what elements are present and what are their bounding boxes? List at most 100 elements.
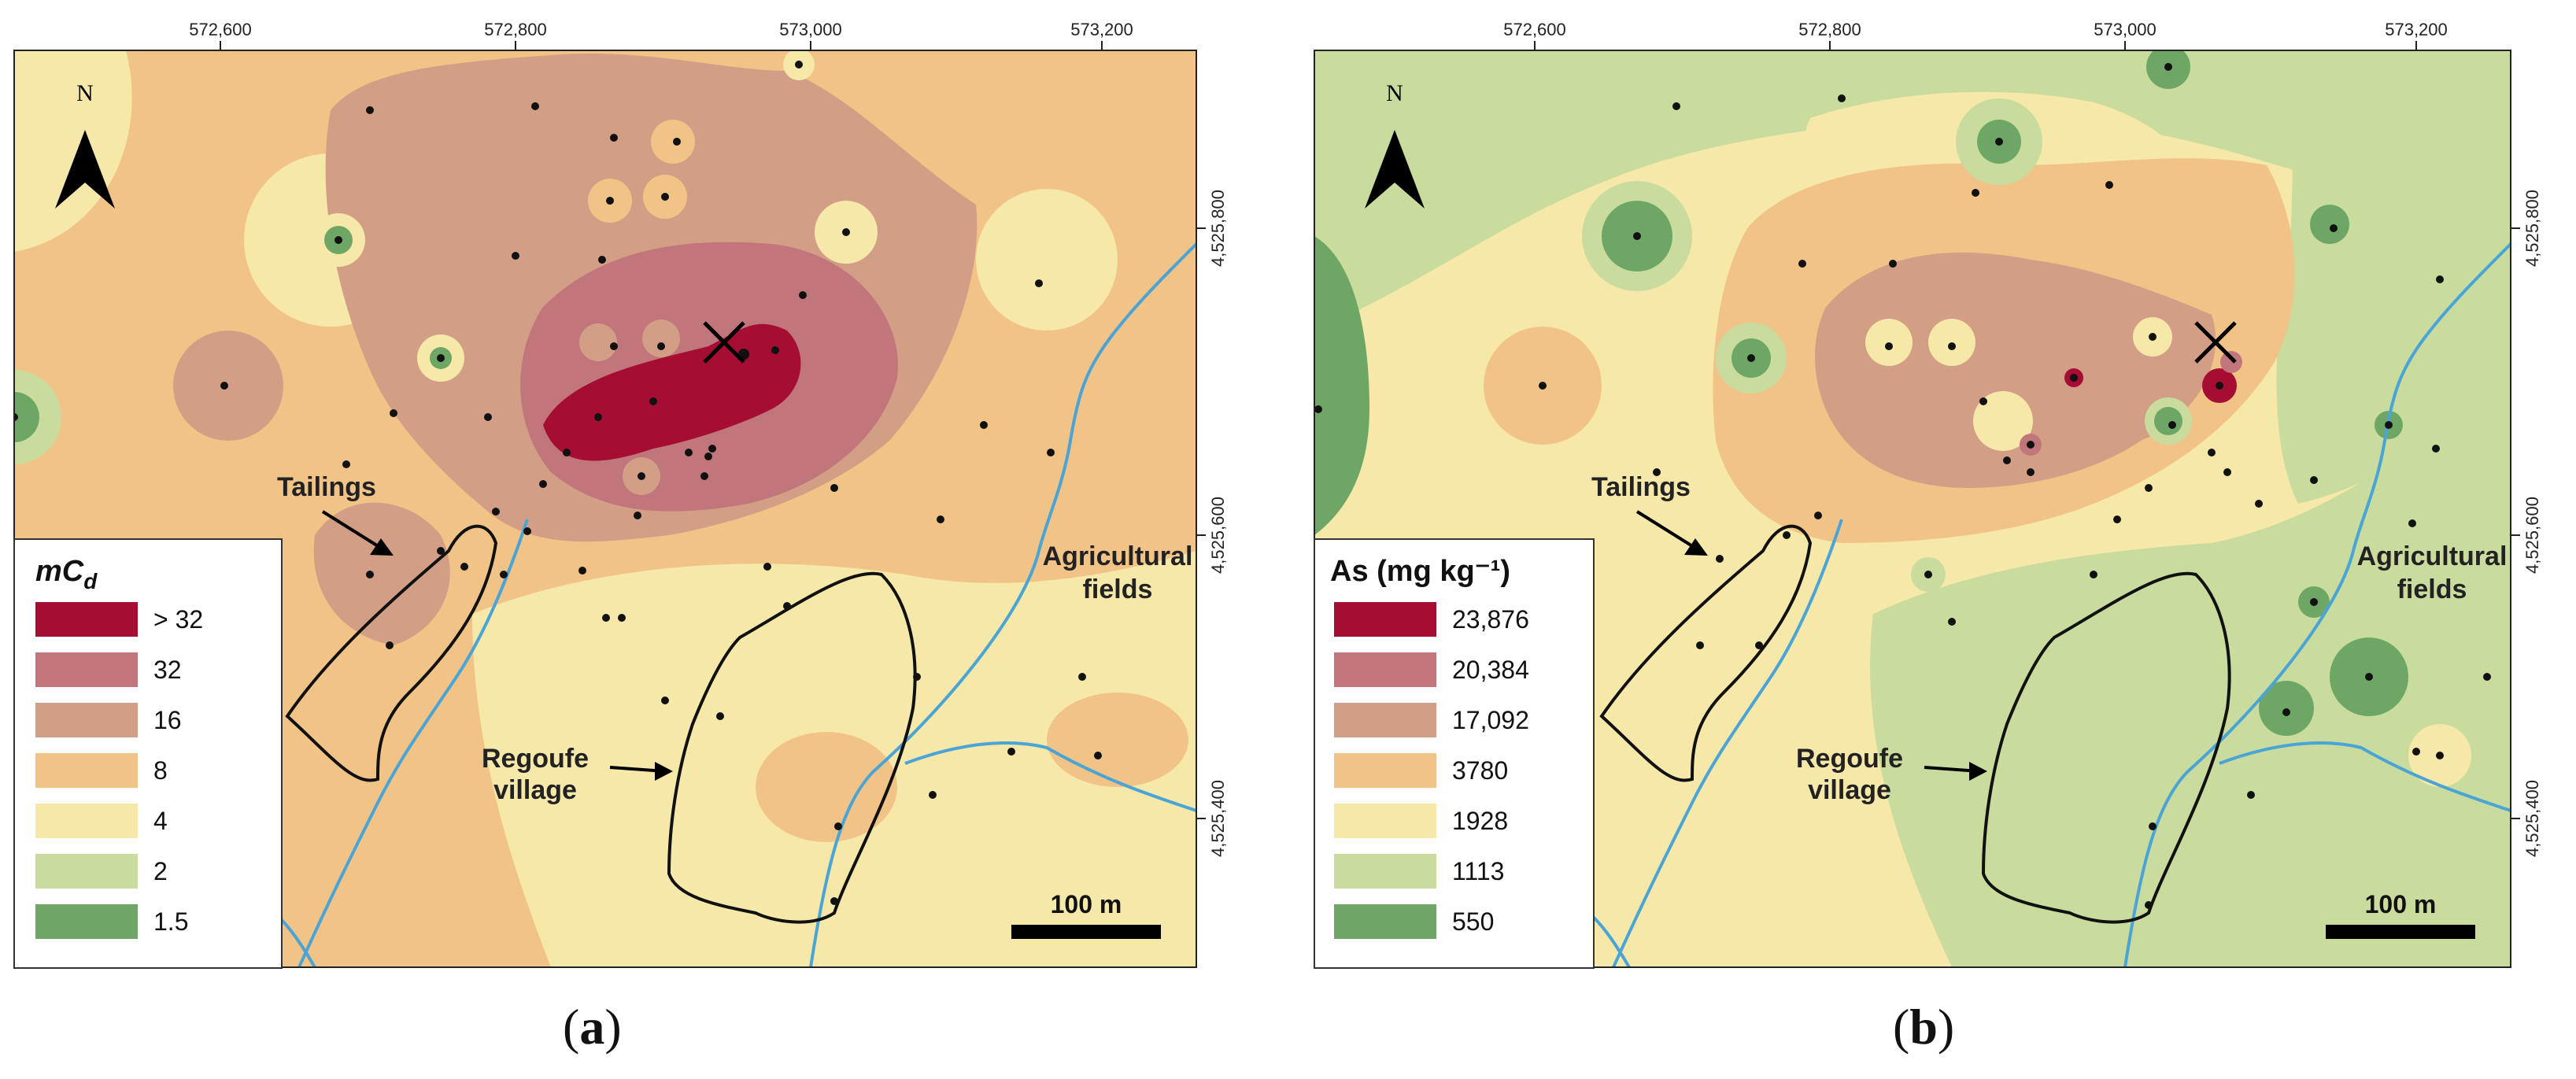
y-tick-marks	[1196, 227, 1206, 819]
x-tick-marks	[220, 41, 1103, 50]
map-b-frame	[1314, 50, 2511, 968]
fields-label-line2: fields	[1083, 575, 1153, 604]
legend-label: 1.5	[153, 907, 188, 936]
scale-bar	[1011, 925, 1161, 939]
map-panel-a: 572,600 572,800 573,000 573,200	[0, 0, 1244, 984]
zone-8	[756, 732, 897, 842]
tailings-label: Tailings	[277, 472, 376, 502]
zone-8	[1047, 693, 1188, 787]
north-label: N	[1386, 80, 1403, 106]
legend-swatch	[1334, 703, 1436, 737]
legend-label: 2	[153, 857, 168, 885]
village-label-line1: Regoufe	[1796, 744, 1903, 774]
village-label-line1: Regoufe	[482, 744, 589, 774]
legend-rows: > 32 32 16 8 4 2 1.5	[35, 602, 203, 939]
zone-1113-north	[1314, 50, 2511, 331]
legend-swatch	[35, 904, 138, 939]
legend-label: 1928	[1452, 807, 1508, 835]
legend-swatch	[1334, 652, 1436, 687]
zone-above-32	[543, 323, 801, 461]
map-a-svg: 572,600 572,800 573,000 573,200	[13, 20, 1228, 969]
legend-swatch	[35, 602, 138, 637]
legend-swatch	[35, 804, 138, 838]
x-tick-label: 573,200	[2385, 20, 2448, 39]
x-tick-label: 572,600	[1503, 20, 1566, 39]
map-a-frame	[13, 50, 1197, 968]
legend-swatch	[1334, 804, 1436, 838]
fields-label-line2: fields	[2397, 575, 2467, 604]
legend-swatch	[1334, 602, 1436, 637]
x-tick-marks	[1534, 41, 2417, 50]
arrowhead-icon	[1684, 538, 1708, 556]
tailings-outline	[1599, 524, 1813, 782]
sample-points	[14, 61, 1102, 905]
legend-swatch	[35, 854, 138, 889]
scale-bar-label: 100 m	[2365, 890, 2437, 918]
legend-label: > 32	[153, 605, 203, 634]
caption-a: (a)	[563, 999, 622, 1055]
y-tick-label: 4,525,800	[2522, 190, 2542, 267]
legend-label: 4	[153, 807, 168, 835]
north-arrow-icon	[1365, 130, 1425, 209]
fields-label-line1: Agricultural	[2357, 541, 2508, 571]
x-tick-label: 572,800	[1798, 20, 1861, 39]
map-panel-b: 572,600 572,800 573,000 573,200	[1306, 0, 2566, 984]
legend-title: As (mg kg⁻¹)	[1330, 555, 1510, 588]
legend-label: 1113	[1452, 857, 1504, 885]
legend-label: 3780	[1452, 756, 1508, 785]
zone-16	[313, 502, 450, 645]
tailings-arrow-icon	[1635, 510, 1702, 552]
village-label-line2: village	[1808, 775, 1891, 805]
x-tick-label: 572,800	[484, 20, 547, 39]
y-tick-label: 4,525,800	[1208, 190, 1228, 267]
scale-bar-label: 100 m	[1051, 890, 1122, 918]
x-tick-label: 573,000	[779, 20, 842, 39]
fields-label-line1: Agricultural	[1043, 541, 1193, 571]
legend-swatch	[1334, 854, 1436, 889]
mine-symbol-icon	[2194, 321, 2237, 364]
legend-title: mCd	[35, 555, 98, 593]
village-outline	[667, 571, 917, 924]
zone-4	[976, 189, 1118, 331]
halo-rings	[1582, 50, 2471, 787]
y-tick-label: 4,525,600	[1208, 497, 1228, 574]
legend-swatch	[35, 753, 138, 788]
legend-label: 550	[1452, 907, 1494, 936]
y-tick-marks	[2511, 227, 2520, 819]
sample-points	[1314, 63, 2491, 909]
legend-swatch	[35, 652, 138, 687]
arrowhead-icon	[370, 538, 394, 556]
north-label: N	[76, 80, 94, 106]
legend-b: As (mg kg⁻¹) 23,876 20,384 17,092 3780 1928 1…	[1314, 538, 1595, 969]
tailings-label: Tailings	[1591, 472, 1691, 502]
x-tick-label: 573,000	[2094, 20, 2157, 39]
x-tick-label: 573,200	[1070, 20, 1133, 39]
zone-1113-south	[1870, 378, 2511, 967]
village-outline	[1981, 571, 2231, 924]
map-a-surface	[14, 50, 1196, 967]
legend-label: 17,092	[1452, 706, 1529, 734]
legend-label: 16	[153, 706, 182, 734]
north-arrow-icon	[55, 130, 115, 209]
scale-bar	[2326, 925, 2475, 939]
arrowhead-icon	[1969, 762, 1987, 781]
legend-swatch	[1334, 904, 1436, 939]
y-tick-label: 4,525,400	[2522, 780, 2542, 857]
zone-550	[1314, 236, 1369, 535]
caption-b: (b)	[1893, 999, 1955, 1055]
tailings-arrow-icon	[321, 510, 387, 552]
legend-swatch	[35, 703, 138, 737]
legend-swatch	[1334, 753, 1436, 788]
mine-symbol-icon	[703, 321, 745, 364]
tailings-outline	[285, 524, 498, 782]
legend-label: 32	[153, 656, 182, 684]
village-label-line2: village	[493, 775, 577, 805]
arrowhead-icon	[655, 762, 673, 781]
zone-17092	[1815, 252, 2216, 488]
legend-label: 20,384	[1452, 656, 1529, 684]
legend-rows: 23,876 20,384 17,092 3780 1928 1113 550	[1334, 602, 1529, 939]
y-tick-label: 4,525,400	[1208, 780, 1228, 857]
zone-4-west	[14, 50, 132, 252]
map-b-svg: 572,600 572,800 573,000 573,200	[1314, 20, 2542, 969]
x-tick-label: 572,600	[189, 20, 252, 39]
